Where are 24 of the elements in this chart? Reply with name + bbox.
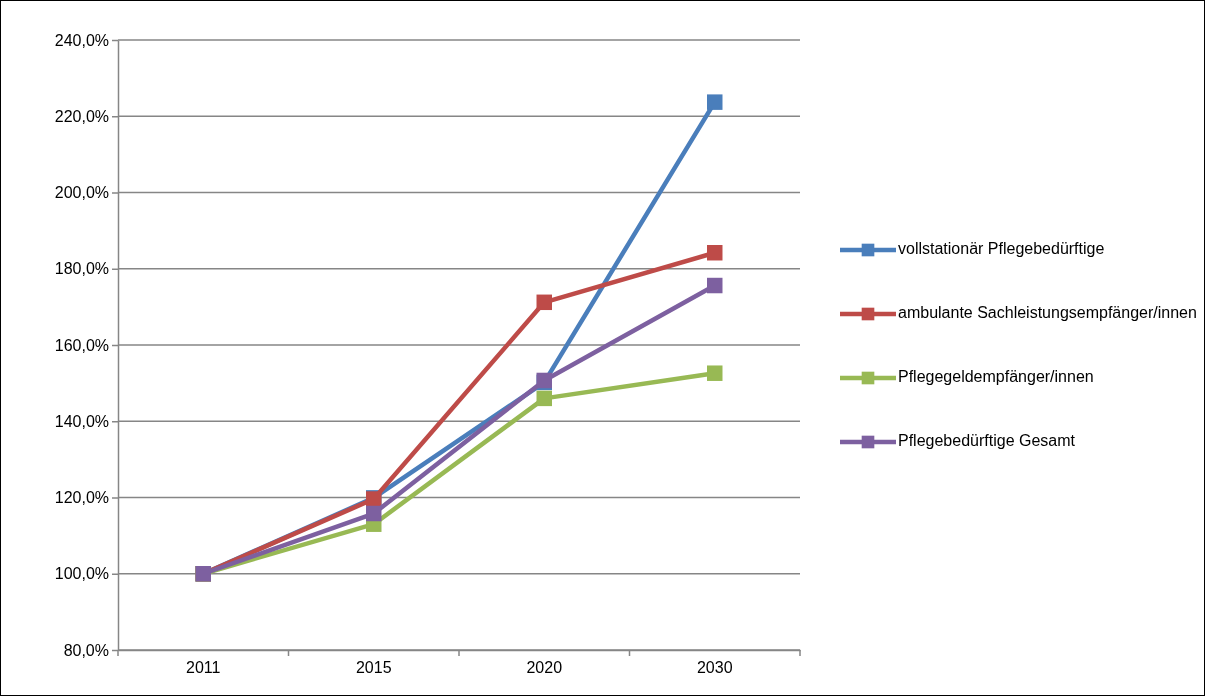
y-tick-label: 220,0% — [54, 107, 109, 125]
point — [536, 390, 552, 407]
point — [707, 244, 723, 261]
x-tick-label: 2011 — [186, 659, 221, 677]
y-tick-label: 180,0% — [54, 260, 109, 278]
x-tick-label: 2030 — [696, 659, 733, 677]
point — [707, 277, 723, 294]
y-tick-label: 120,0% — [54, 489, 109, 507]
point — [707, 365, 723, 381]
y-tick-label: 200,0% — [54, 184, 109, 202]
point — [536, 294, 552, 311]
y-tick-label: 80,0% — [63, 641, 109, 659]
x-tick-label: 2015 — [355, 659, 392, 677]
x-tick-label: 2020 — [526, 659, 563, 677]
legend-label: Pflegegeldempfänger/innen — [898, 368, 1094, 386]
legend-label: Pflegebedürftige Gesamt — [898, 432, 1076, 450]
y-tick-label: 160,0% — [54, 336, 109, 354]
y-tick-label: 100,0% — [54, 565, 109, 583]
point — [366, 505, 382, 522]
point — [707, 94, 723, 110]
y-tick-label: 140,0% — [54, 412, 109, 430]
y-tick-label: 240,0% — [54, 31, 109, 49]
legend-label: ambulante Sachleistungsempfänger/innen — [898, 304, 1197, 322]
legend-label: vollstationär Pflegebedürftige — [898, 240, 1105, 258]
